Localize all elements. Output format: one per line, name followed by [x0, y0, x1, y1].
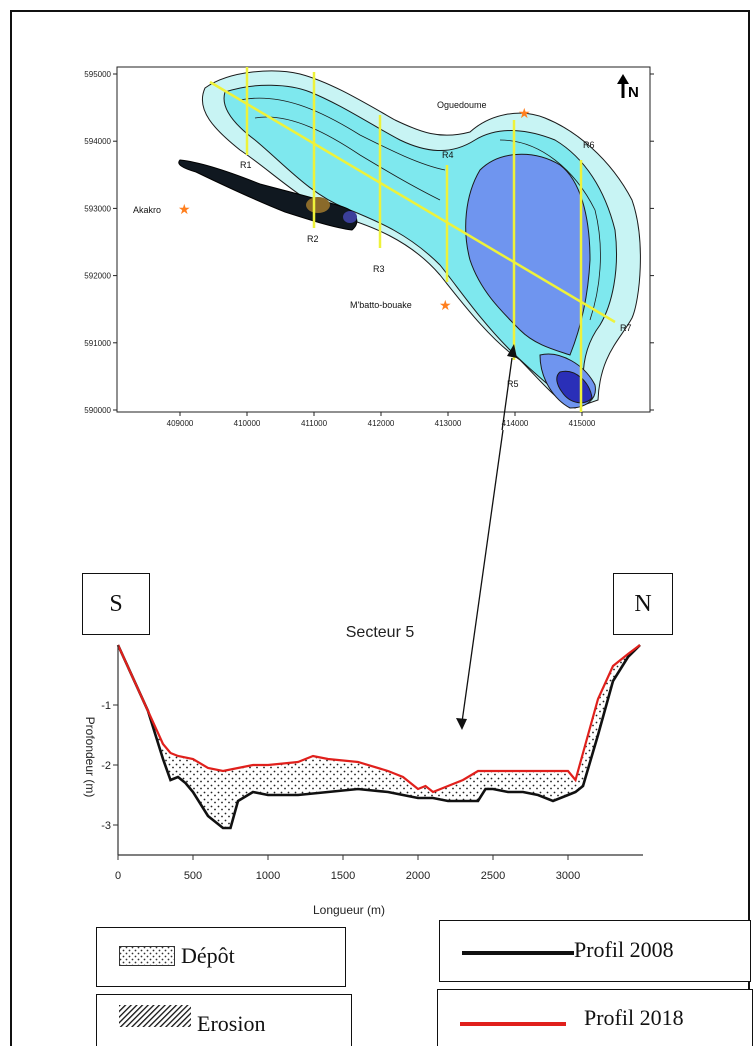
section-label-r1: R1 [240, 160, 252, 170]
section-label-r3: R3 [373, 264, 385, 274]
map-y-tick-label: 590000 [84, 406, 111, 415]
contour-line [254, 116, 441, 201]
legend-depot: Dépôt [96, 927, 346, 987]
lake-mid-zone [465, 153, 591, 356]
x-tick-label: 2500 [481, 870, 505, 882]
place-mbatto-bouake: M'batto-bouake ★ [350, 297, 452, 313]
x-tick-label: 500 [184, 870, 202, 882]
erosion-swatch [119, 1005, 191, 1027]
y-axis-label: Profondeur (m) [83, 717, 97, 798]
place-label: Oguedoume [437, 100, 487, 110]
depot-swatch [119, 946, 175, 966]
legend-profil-2008: Profil 2008 [439, 920, 751, 982]
legend-erosion-label: Erosion [197, 1011, 266, 1036]
map-y-tick-label: 592000 [84, 272, 111, 281]
contour-line [499, 139, 601, 321]
map-y-axis: 595000 594000 593000 592000 591000 590000 [84, 70, 654, 415]
legend-line-2018 [460, 1022, 566, 1026]
north-label: N [628, 84, 639, 101]
river-channel [178, 159, 358, 231]
map-x-tick-label: 415000 [569, 419, 596, 428]
star-icon: ★ [518, 105, 531, 121]
direction-south-label: S [109, 590, 123, 617]
map-x-axis: 409000 410000 411000 412000 413000 414000 4150… [167, 412, 596, 428]
x-tick-label: 0 [115, 870, 121, 882]
x-tick-label: 2000 [406, 870, 430, 882]
direction-north-box: N [613, 573, 673, 635]
section-label-r7: R7 [620, 323, 632, 333]
section-lines [209, 67, 616, 412]
section-line-r7 [209, 80, 616, 324]
figure-frame [10, 10, 750, 1046]
profile-axes: -1 -2 -3 0 500 1000 1500 2000 2500 3000 [101, 645, 643, 882]
place-oguedoume: Oguedoume ★ [437, 100, 531, 121]
map-y-tick-label: 595000 [84, 70, 111, 79]
map-y-tick-label: 591000 [84, 339, 111, 348]
series-line-profil-2018 [116, 644, 641, 794]
link-arrow [501, 344, 517, 430]
series-line-profil-2008 [116, 644, 641, 830]
map-x-tick-label: 413000 [435, 419, 462, 428]
map-x-tick-label: 414000 [502, 419, 529, 428]
map-x-tick-label: 411000 [301, 419, 328, 428]
section-label-r5: R5 [507, 379, 519, 389]
legend-profil-2018-label: Profil 2018 [584, 1005, 684, 1030]
legend-depot-label: Dépôt [181, 943, 235, 968]
x-tick-label: 3000 [556, 870, 580, 882]
river-channel-pool [306, 197, 330, 213]
star-icon: ★ [178, 201, 191, 217]
chart-title: Secteur 5 [346, 624, 415, 641]
contour-line [239, 97, 446, 171]
bathymetric-map: 595000 594000 593000 592000 591000 590000 409… [84, 66, 654, 430]
x-tick-label: 1000 [256, 870, 280, 882]
star-icon: ★ [439, 297, 452, 313]
map-y-tick-label: 593000 [84, 204, 111, 213]
profile-chart: Secteur 5 -1 -2 -3 0 500 1000 1500 2000 2500 3000… [83, 624, 643, 917]
legend-erosion: Erosion [96, 994, 352, 1046]
x-tick-label: 1500 [331, 870, 355, 882]
section-label-r4: R4 [442, 150, 454, 160]
map-x-tick-label: 409000 [167, 419, 194, 428]
y-tick-label: -1 [101, 700, 111, 712]
section-label-r6: R6 [583, 140, 595, 150]
direction-south-box: S [82, 573, 150, 635]
direction-north-label: N [634, 590, 652, 617]
place-label: Akakro [133, 205, 161, 215]
north-arrow-icon: N [617, 74, 639, 101]
map-y-tick-label: 594000 [84, 137, 111, 146]
legend-line-2008 [462, 951, 574, 955]
depot-area [118, 645, 640, 828]
y-tick-label: -2 [101, 760, 111, 772]
y-tick-label: -3 [101, 820, 111, 832]
legend-profil-2018: Profil 2018 [437, 989, 753, 1046]
place-label: M'batto-bouake [350, 300, 412, 310]
section-label-r2: R2 [307, 234, 319, 244]
x-axis-label: Longueur (m) [313, 903, 385, 917]
river-channel-pool [343, 211, 357, 223]
place-akakro: Akakro ★ [133, 201, 191, 217]
map-x-tick-label: 410000 [234, 419, 261, 428]
legend-profil-2008-label: Profil 2008 [574, 937, 674, 962]
map-x-tick-label: 412000 [368, 419, 395, 428]
